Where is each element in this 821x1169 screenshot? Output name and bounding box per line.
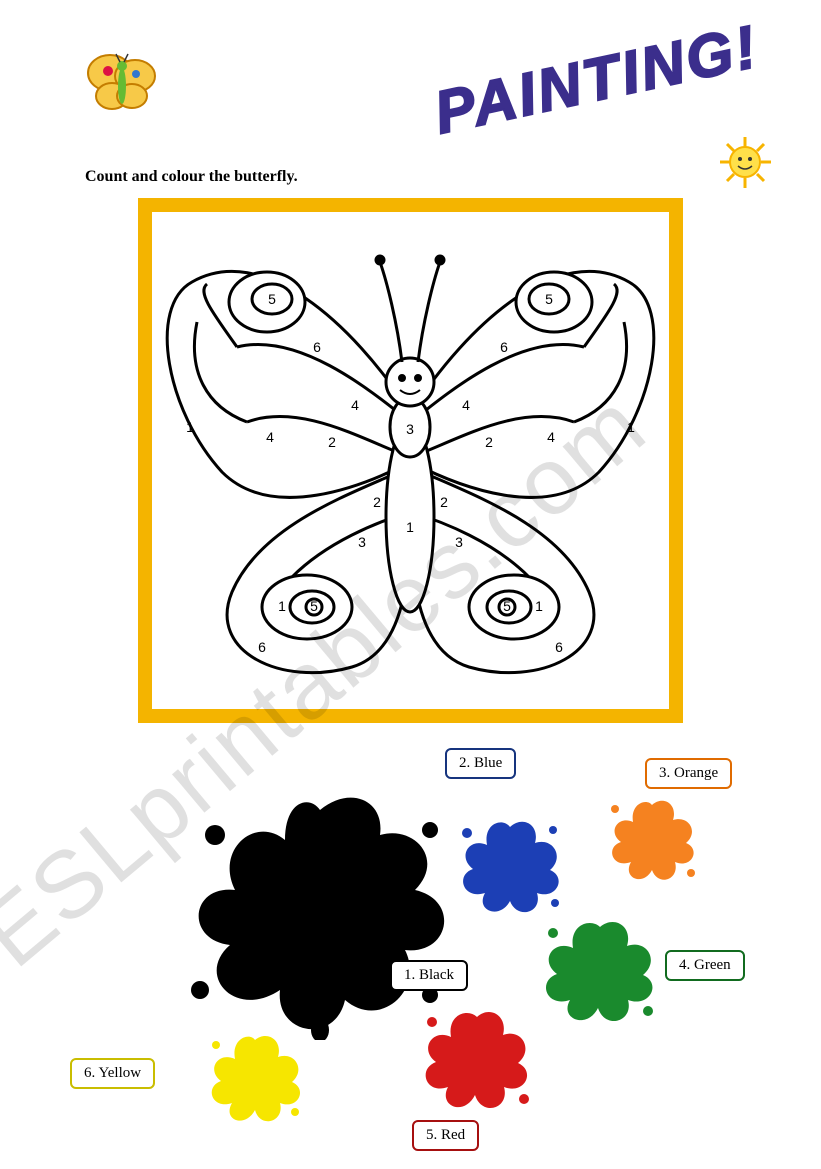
num-l-upper-edge: 1 bbox=[186, 419, 194, 435]
num-l-lower-spot-i: 5 bbox=[310, 598, 318, 614]
splat-red bbox=[420, 1005, 535, 1115]
num-r-upper-mid: 4 bbox=[462, 397, 470, 413]
num-r-lower-mid: 3 bbox=[455, 534, 463, 550]
num-l-upper-inner: 2 bbox=[328, 434, 336, 450]
num-l-upper-spot: 5 bbox=[268, 291, 276, 307]
num-r-lower-spot-o: 1 bbox=[535, 598, 543, 614]
num-l-lower-mid: 3 bbox=[358, 534, 366, 550]
num-thorax: 3 bbox=[406, 421, 414, 437]
num-r-lower-spot-i: 5 bbox=[503, 598, 511, 614]
num-r-lower-outer: 6 bbox=[555, 639, 563, 655]
label-black: 1. Black bbox=[390, 960, 468, 991]
num-r-upper-edge: 1 bbox=[627, 419, 635, 435]
label-blue: 2. Blue bbox=[445, 748, 516, 779]
butterfly-outline: 1 3 2 4 4 1 6 5 2 4 4 1 6 5 2 3 5 1 6 2 … bbox=[152, 212, 669, 709]
num-r-upper-spot: 5 bbox=[545, 291, 553, 307]
num-r-lower-inner: 2 bbox=[440, 494, 448, 510]
label-green: 4. Green bbox=[665, 950, 745, 981]
splat-yellow bbox=[205, 1030, 305, 1125]
num-l-lower-outer: 6 bbox=[258, 639, 266, 655]
num-l-lower-spot-o: 1 bbox=[278, 598, 286, 614]
page-title: PAINTING! bbox=[428, 12, 764, 148]
num-r-upper-inner: 2 bbox=[485, 434, 493, 450]
label-red: 5. Red bbox=[412, 1120, 479, 1151]
coloring-frame: 1 3 2 4 4 1 6 5 2 4 4 1 6 5 2 3 5 1 6 2 … bbox=[138, 198, 683, 723]
num-r-upper-top: 6 bbox=[500, 339, 508, 355]
splat-black bbox=[180, 780, 460, 1040]
num-l-upper-top: 6 bbox=[313, 339, 321, 355]
paint-splat-area: 1. Black 2. Blue 3. Orange 4. Green 5. R… bbox=[50, 740, 770, 1140]
instruction-text: Count and colour the butterfly. bbox=[85, 168, 298, 186]
num-body: 1 bbox=[406, 519, 414, 535]
splat-orange bbox=[605, 795, 700, 885]
num-r-upper-mid2: 4 bbox=[547, 429, 555, 445]
label-orange: 3. Orange bbox=[645, 758, 732, 789]
splat-blue bbox=[455, 815, 565, 915]
num-l-lower-inner: 2 bbox=[373, 494, 381, 510]
splat-green bbox=[540, 915, 660, 1025]
label-yellow: 6. Yellow bbox=[70, 1058, 155, 1089]
decor-butterfly-icon bbox=[80, 48, 160, 118]
num-l-upper-mid2: 4 bbox=[266, 429, 274, 445]
sun-icon bbox=[718, 135, 773, 190]
num-l-upper-mid: 4 bbox=[351, 397, 359, 413]
